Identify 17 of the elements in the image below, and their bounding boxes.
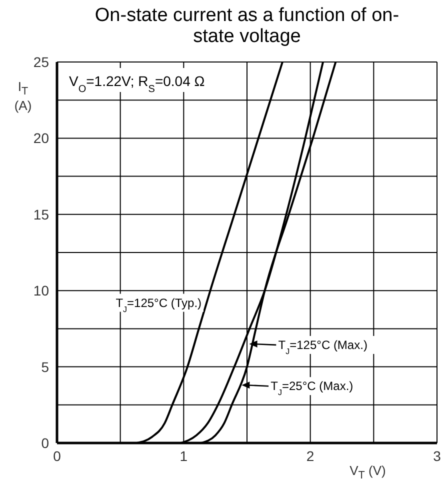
- y-tick-label: 5: [41, 358, 50, 375]
- y-tick-label: 0: [41, 434, 50, 451]
- x-tick-label: 1: [180, 448, 188, 464]
- y-tick-label: 25: [33, 54, 50, 70]
- y-tick-label: 20: [33, 130, 50, 146]
- chart-title: On-state current as a function of on-state voltage: [94, 5, 400, 47]
- annotation: V$_{O}$=1.22V; R$_{S}$=0.04 Ω: [69, 73, 205, 94]
- annotation: T$_{J}$=125°C (Typ.): [116, 296, 202, 314]
- annotation: T$_{J}$=25°C (Max.): [270, 379, 354, 397]
- y-tick-label: 10: [33, 282, 50, 299]
- annotation: T$_{J}$=125°C (Max.): [278, 338, 368, 356]
- x-axis-title: V$_{T}$ (V): [350, 463, 386, 482]
- x-tick-label: 2: [306, 448, 314, 464]
- x-tick-label: 0: [53, 448, 62, 464]
- x-tick-label: 3: [433, 448, 442, 464]
- y-tick-label: 15: [33, 206, 50, 222]
- y-axis-title: I$_{T}$ (A): [13, 79, 33, 113]
